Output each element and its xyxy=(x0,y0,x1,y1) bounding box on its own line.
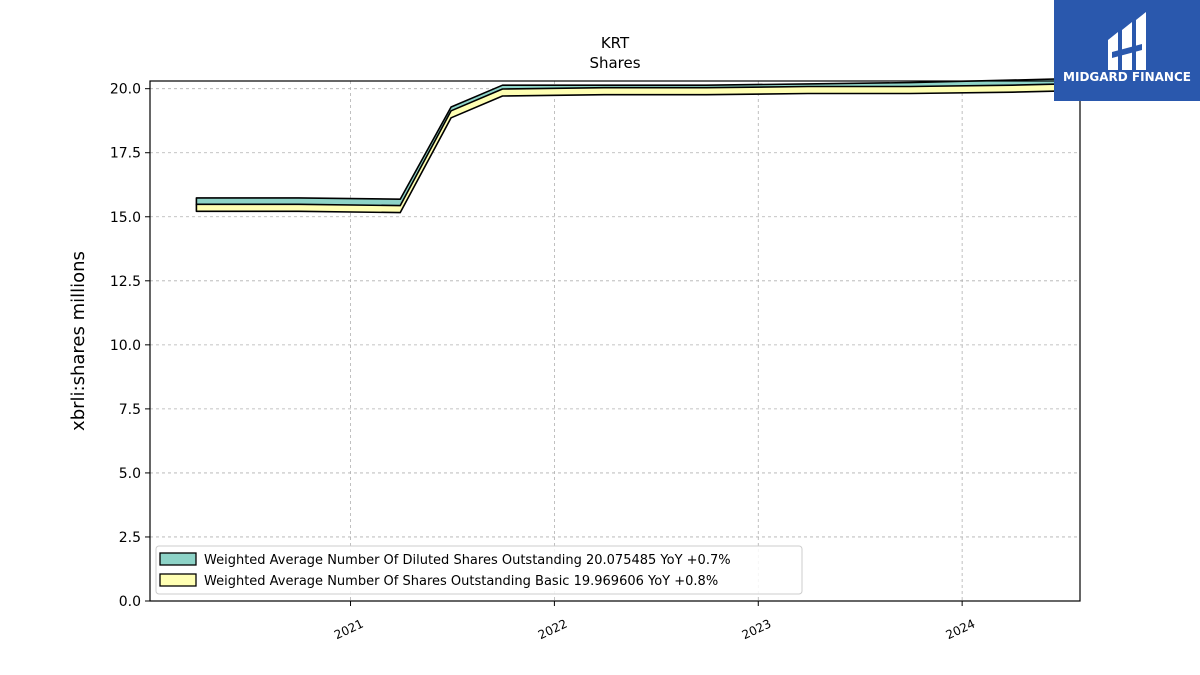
x-axis-ticks: 2021 2022 2023 2024 xyxy=(332,601,977,642)
grid-lines xyxy=(150,81,1080,602)
x-tick-label: 2022 xyxy=(536,617,570,643)
legend-swatch-diluted xyxy=(159,552,197,566)
y-tick-label: 17.5 xyxy=(110,146,141,162)
legend-label-diluted: Weighted Average Number Of Diluted Share… xyxy=(204,553,731,568)
x-tick-label: 2023 xyxy=(740,617,774,643)
y-tick-label: 15.0 xyxy=(110,210,141,226)
y-tick-label: 20.0 xyxy=(110,82,141,98)
series-band-1 xyxy=(195,83,1064,214)
chart-title: KRT xyxy=(601,34,630,52)
series-layer xyxy=(195,78,1064,214)
legend-label-basic: Weighted Average Number Of Shares Outsta… xyxy=(204,574,718,589)
logo-text: MIDGARD FINANCE xyxy=(1063,70,1191,84)
y-tick-label: 7.5 xyxy=(119,402,141,418)
logo: MIDGARD FINANCE xyxy=(1054,0,1200,101)
legend-box xyxy=(155,545,803,595)
x-tick-label: 2021 xyxy=(332,617,366,643)
logo-mark-icon xyxy=(1108,12,1146,70)
legend-swatch-basic xyxy=(159,573,197,587)
x-tick-label: 2024 xyxy=(944,617,978,643)
y-tick-label: 5.0 xyxy=(119,466,141,482)
y-tick-label: 12.5 xyxy=(110,274,141,290)
plot-frame xyxy=(149,80,1081,602)
chart-subtitle: Shares xyxy=(589,54,640,72)
y-tick-label: 0.0 xyxy=(119,594,141,610)
y-tick-label: 10.0 xyxy=(110,338,141,354)
y-axis-label: xbrli:shares millions xyxy=(68,251,89,431)
series-band-0 xyxy=(195,78,1064,207)
y-tick-label: 2.5 xyxy=(119,530,141,546)
y-axis-ticks: 0.0 2.5 5.0 7.5 10.0 12.5 15.0 17.5 20.0 xyxy=(110,82,150,610)
legend: Weighted Average Number Of Diluted Share… xyxy=(155,545,803,595)
